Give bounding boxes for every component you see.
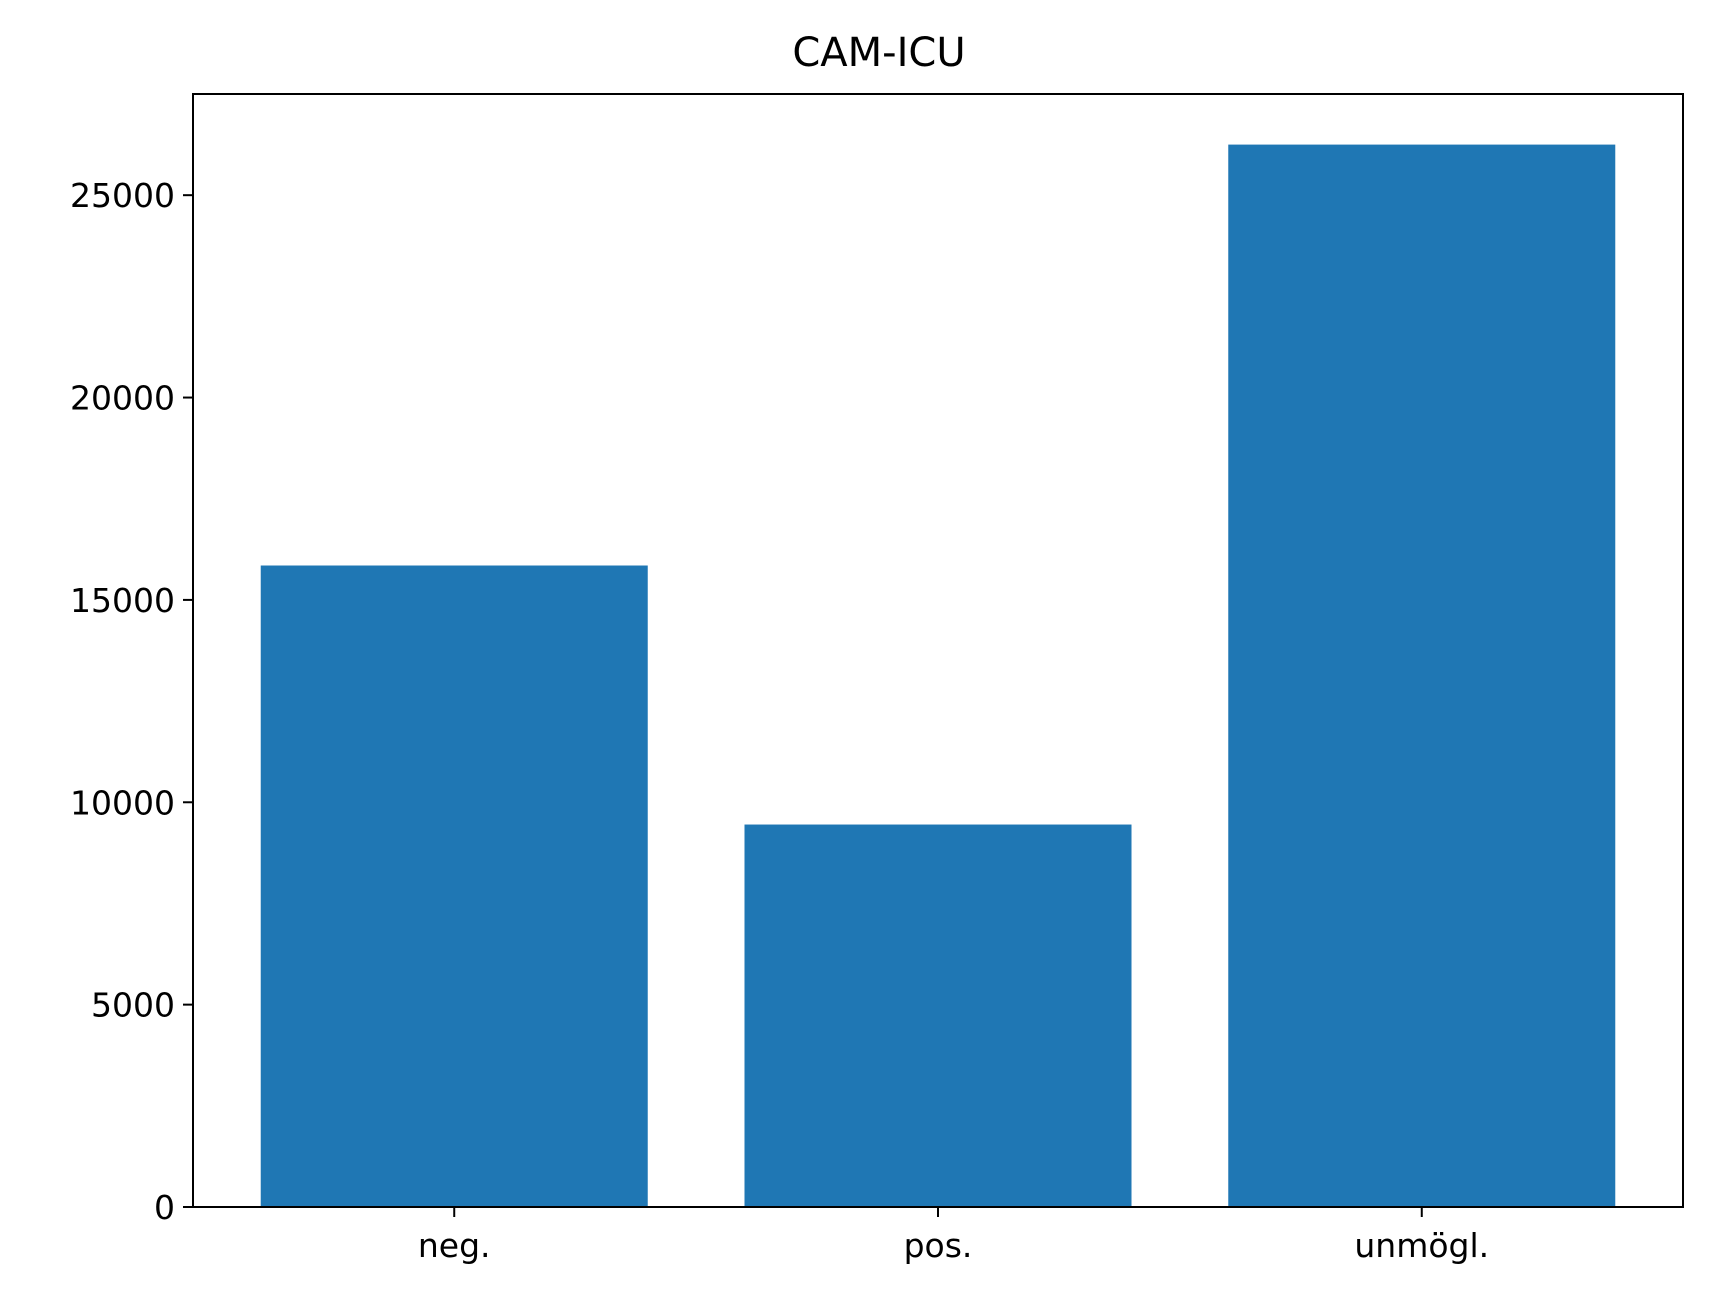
y-tick-label: 15000 (70, 581, 175, 620)
y-tick-label: 20000 (70, 379, 175, 418)
bars-group (260, 144, 1616, 1207)
y-tick-label: 10000 (70, 783, 175, 822)
x-tick-label: unmögl. (1354, 1226, 1489, 1265)
x-tick-label: neg. (418, 1226, 491, 1265)
y-axis: 0 5000 10000 15000 20000 25000 (70, 176, 193, 1227)
x-tick-label: pos. (904, 1226, 973, 1265)
bar-1 (744, 824, 1132, 1207)
bar-0 (260, 565, 648, 1207)
plot-frame (192, 93, 1684, 1208)
y-tick-label: 5000 (91, 986, 175, 1025)
y-tick-label: 25000 (70, 176, 175, 215)
bar-2 (1228, 144, 1616, 1207)
x-axis: neg. pos. unmögl. (418, 1207, 1489, 1265)
chart-title: CAM-ICU (792, 30, 965, 76)
y-tick-label: 0 (154, 1188, 175, 1227)
